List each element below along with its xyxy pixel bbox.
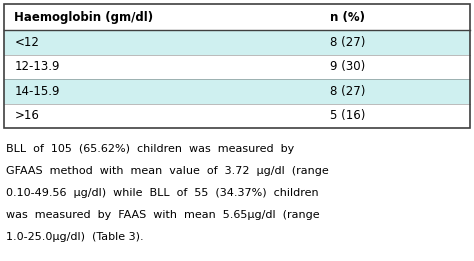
Text: Haemoglobin (gm/dl): Haemoglobin (gm/dl) — [14, 10, 154, 23]
Text: GFAAS  method  with  mean  value  of  3.72  μg/dl  (range: GFAAS method with mean value of 3.72 μg/… — [6, 166, 329, 176]
Text: 1.0-25.0μg/dl)  (Table 3).: 1.0-25.0μg/dl) (Table 3). — [6, 232, 144, 242]
Bar — [4, 4, 470, 30]
Bar — [4, 79, 470, 104]
Bar — [4, 30, 470, 55]
Bar — [4, 55, 470, 79]
Text: 5 (16): 5 (16) — [330, 109, 365, 122]
Text: n (%): n (%) — [330, 10, 365, 23]
Bar — [4, 104, 470, 128]
Text: 8 (27): 8 (27) — [330, 36, 365, 49]
Text: 0.10-49.56  μg/dl)  while  BLL  of  55  (34.37%)  children: 0.10-49.56 μg/dl) while BLL of 55 (34.37… — [6, 188, 319, 198]
Text: 14-15.9: 14-15.9 — [14, 85, 60, 98]
Text: BLL  of  105  (65.62%)  children  was  measured  by: BLL of 105 (65.62%) children was measure… — [6, 144, 294, 154]
Text: 12-13.9: 12-13.9 — [14, 60, 60, 73]
Text: >16: >16 — [14, 109, 39, 122]
Bar — [4, 4, 470, 128]
Text: 8 (27): 8 (27) — [330, 85, 365, 98]
Text: was  measured  by  FAAS  with  mean  5.65μg/dl  (range: was measured by FAAS with mean 5.65μg/dl… — [6, 210, 319, 220]
Text: <12: <12 — [14, 36, 39, 49]
Text: 9 (30): 9 (30) — [330, 60, 365, 73]
